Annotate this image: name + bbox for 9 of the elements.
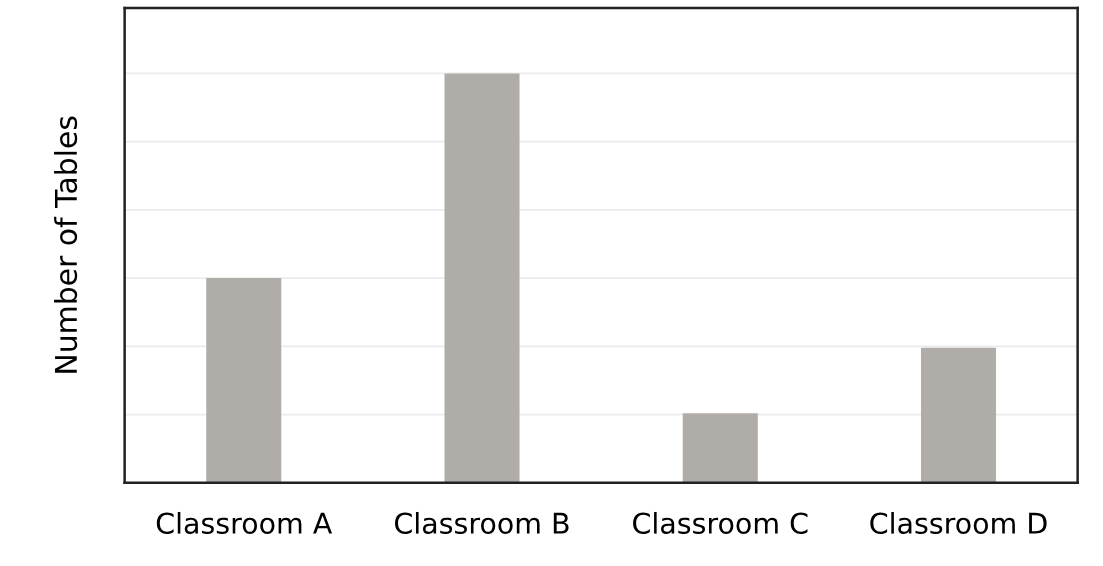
bar [206,278,282,483]
x-tick-label: Classroom C [633,511,808,534]
x-tick-label: Classroom B [395,511,569,534]
bar [444,73,520,483]
bar [682,413,758,483]
bar [920,347,997,483]
x-tick-label: Classroom A [156,511,333,534]
x-tick-label: Classroom D [870,511,1047,534]
y-axis-title: Number of Tables [54,116,78,373]
